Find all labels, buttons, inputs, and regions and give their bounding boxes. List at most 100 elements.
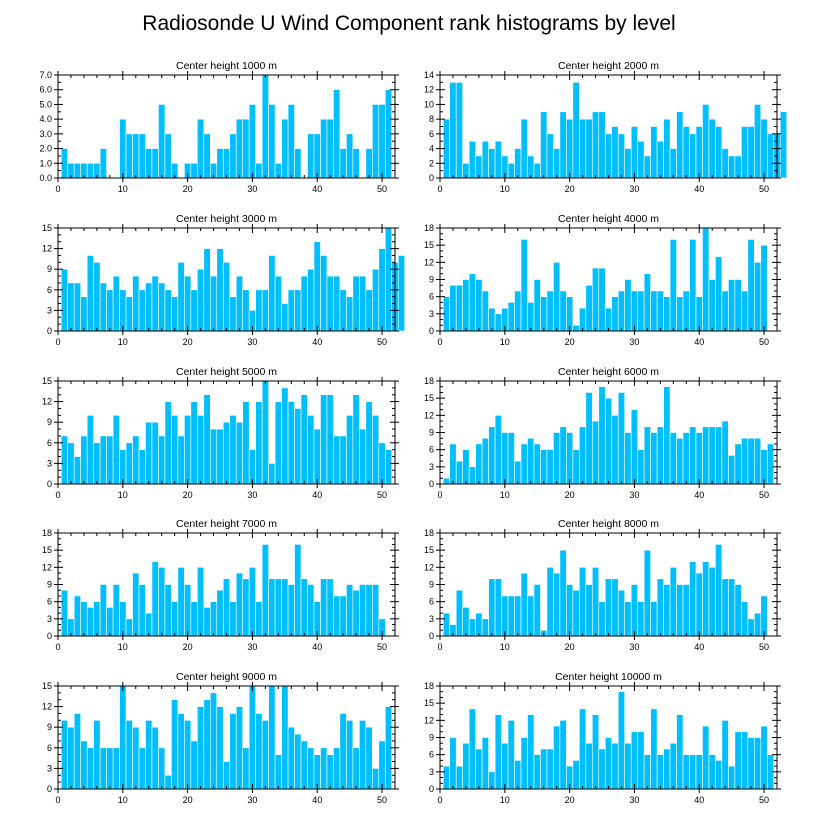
- histogram-bar: [261, 289, 269, 332]
- histogram-bar: [728, 155, 736, 179]
- histogram-bar: [281, 685, 289, 790]
- histogram-bar: [715, 126, 723, 179]
- histogram-bar: [235, 706, 244, 790]
- histogram-bar: [617, 589, 625, 637]
- histogram-bar: [501, 595, 509, 637]
- histogram-bar: [559, 426, 567, 485]
- histogram-bar: [637, 140, 645, 179]
- histogram-bar: [313, 601, 321, 637]
- histogram-bar: [663, 584, 671, 637]
- histogram-bar: [235, 572, 244, 637]
- histogram-bar: [715, 760, 723, 790]
- histogram-bar: [488, 307, 496, 332]
- y-tick-label: 18: [42, 528, 52, 538]
- histogram-bar: [248, 104, 256, 179]
- histogram-bar: [494, 415, 502, 485]
- histogram-bar: [488, 426, 496, 485]
- histogram-bar: [663, 296, 671, 332]
- histogram-bar: [650, 601, 658, 637]
- histogram-bar: [320, 255, 328, 332]
- histogram-bar: [274, 754, 282, 790]
- histogram-bar: [255, 401, 263, 485]
- histogram-bar: [449, 82, 457, 179]
- histogram-bar: [566, 584, 574, 637]
- histogram-bar: [760, 118, 768, 179]
- x-tick-label: 10: [500, 642, 510, 652]
- histogram-bar: [617, 290, 625, 332]
- histogram-bar: [585, 118, 593, 179]
- histogram-bar: [579, 118, 587, 179]
- histogram-bar: [449, 284, 457, 332]
- x-tick-label: 0: [55, 795, 60, 805]
- histogram-bar: [229, 415, 237, 485]
- histogram-bar: [132, 572, 140, 637]
- histogram-bar: [650, 432, 658, 485]
- x-tick-label: 20: [565, 795, 575, 805]
- histogram-bar: [384, 449, 393, 485]
- y-tick-label: 6: [429, 597, 434, 607]
- x-tick-label: 50: [377, 184, 387, 194]
- x-tick-label: 30: [629, 184, 639, 194]
- y-tick-label: 15: [42, 545, 52, 555]
- histogram-bar: [365, 289, 373, 332]
- histogram-bar: [177, 262, 185, 332]
- histogram-bar: [553, 432, 561, 485]
- histogram-bar: [145, 720, 153, 790]
- histogram-bar: [514, 760, 522, 790]
- histogram-bar: [190, 289, 198, 332]
- histogram-bar: [527, 714, 535, 790]
- histogram-bar: [604, 133, 613, 179]
- histogram-bar: [650, 126, 658, 179]
- x-tick-label: 50: [377, 337, 387, 347]
- histogram-bar: [611, 126, 619, 179]
- histogram-bar: [462, 449, 470, 485]
- x-tick-label: 0: [55, 490, 60, 500]
- y-tick-label: 9: [47, 722, 52, 732]
- panel-0: Center height 1000 m 0.0 1.0 2.0 3.0 4.0 5.0 6.…: [39, 60, 399, 194]
- histogram-bar: [203, 133, 211, 179]
- histogram-bar: [689, 754, 697, 790]
- histogram-bar: [624, 742, 632, 790]
- histogram-bar: [158, 747, 166, 790]
- y-tick-label: 8: [429, 114, 434, 124]
- histogram-bar: [307, 268, 315, 332]
- histogram-bar: [145, 421, 153, 485]
- histogram-bar: [728, 279, 736, 332]
- histogram-bar: [572, 449, 580, 485]
- histogram-bar: [630, 409, 638, 485]
- histogram-bar: [67, 726, 75, 790]
- histogram-bar: [313, 133, 321, 179]
- histogram-bar: [203, 248, 211, 332]
- histogram-bar: [721, 720, 729, 790]
- histogram-bar: [546, 449, 554, 485]
- histogram-bar: [514, 290, 522, 332]
- x-tick-label: 40: [694, 642, 704, 652]
- histogram-bar: [514, 148, 522, 179]
- histogram-bar: [741, 126, 749, 179]
- histogram-bar: [378, 442, 386, 485]
- histogram-bar: [695, 754, 703, 790]
- histogram-bar: [501, 742, 509, 790]
- histogram-bar: [630, 126, 638, 179]
- x-tick-label: 30: [629, 490, 639, 500]
- histogram-bar: [287, 289, 295, 332]
- histogram-bar: [766, 133, 775, 179]
- histogram-bar: [281, 387, 289, 485]
- panel-4: Center height 5000 m 0 3 6 9 12 15 0 10 20 30 40 50: [42, 366, 399, 500]
- histogram-bar: [235, 421, 244, 485]
- histogram-bar: [553, 725, 561, 790]
- histogram-bar: [546, 133, 554, 179]
- x-tick-label: 20: [565, 490, 575, 500]
- histogram-bar: [553, 148, 561, 179]
- histogram-bar: [514, 460, 522, 485]
- histogram-bar: [572, 589, 580, 637]
- x-tick-label: 30: [247, 490, 257, 500]
- histogram-bar: [481, 618, 489, 637]
- histogram-bar: [533, 443, 541, 485]
- x-tick-label: 20: [565, 184, 575, 194]
- histogram-bar: [326, 578, 334, 637]
- histogram-bar: [222, 262, 231, 332]
- histogram-bar: [125, 720, 133, 790]
- histogram-bar: [145, 148, 153, 179]
- y-tick-label: 6: [47, 743, 52, 753]
